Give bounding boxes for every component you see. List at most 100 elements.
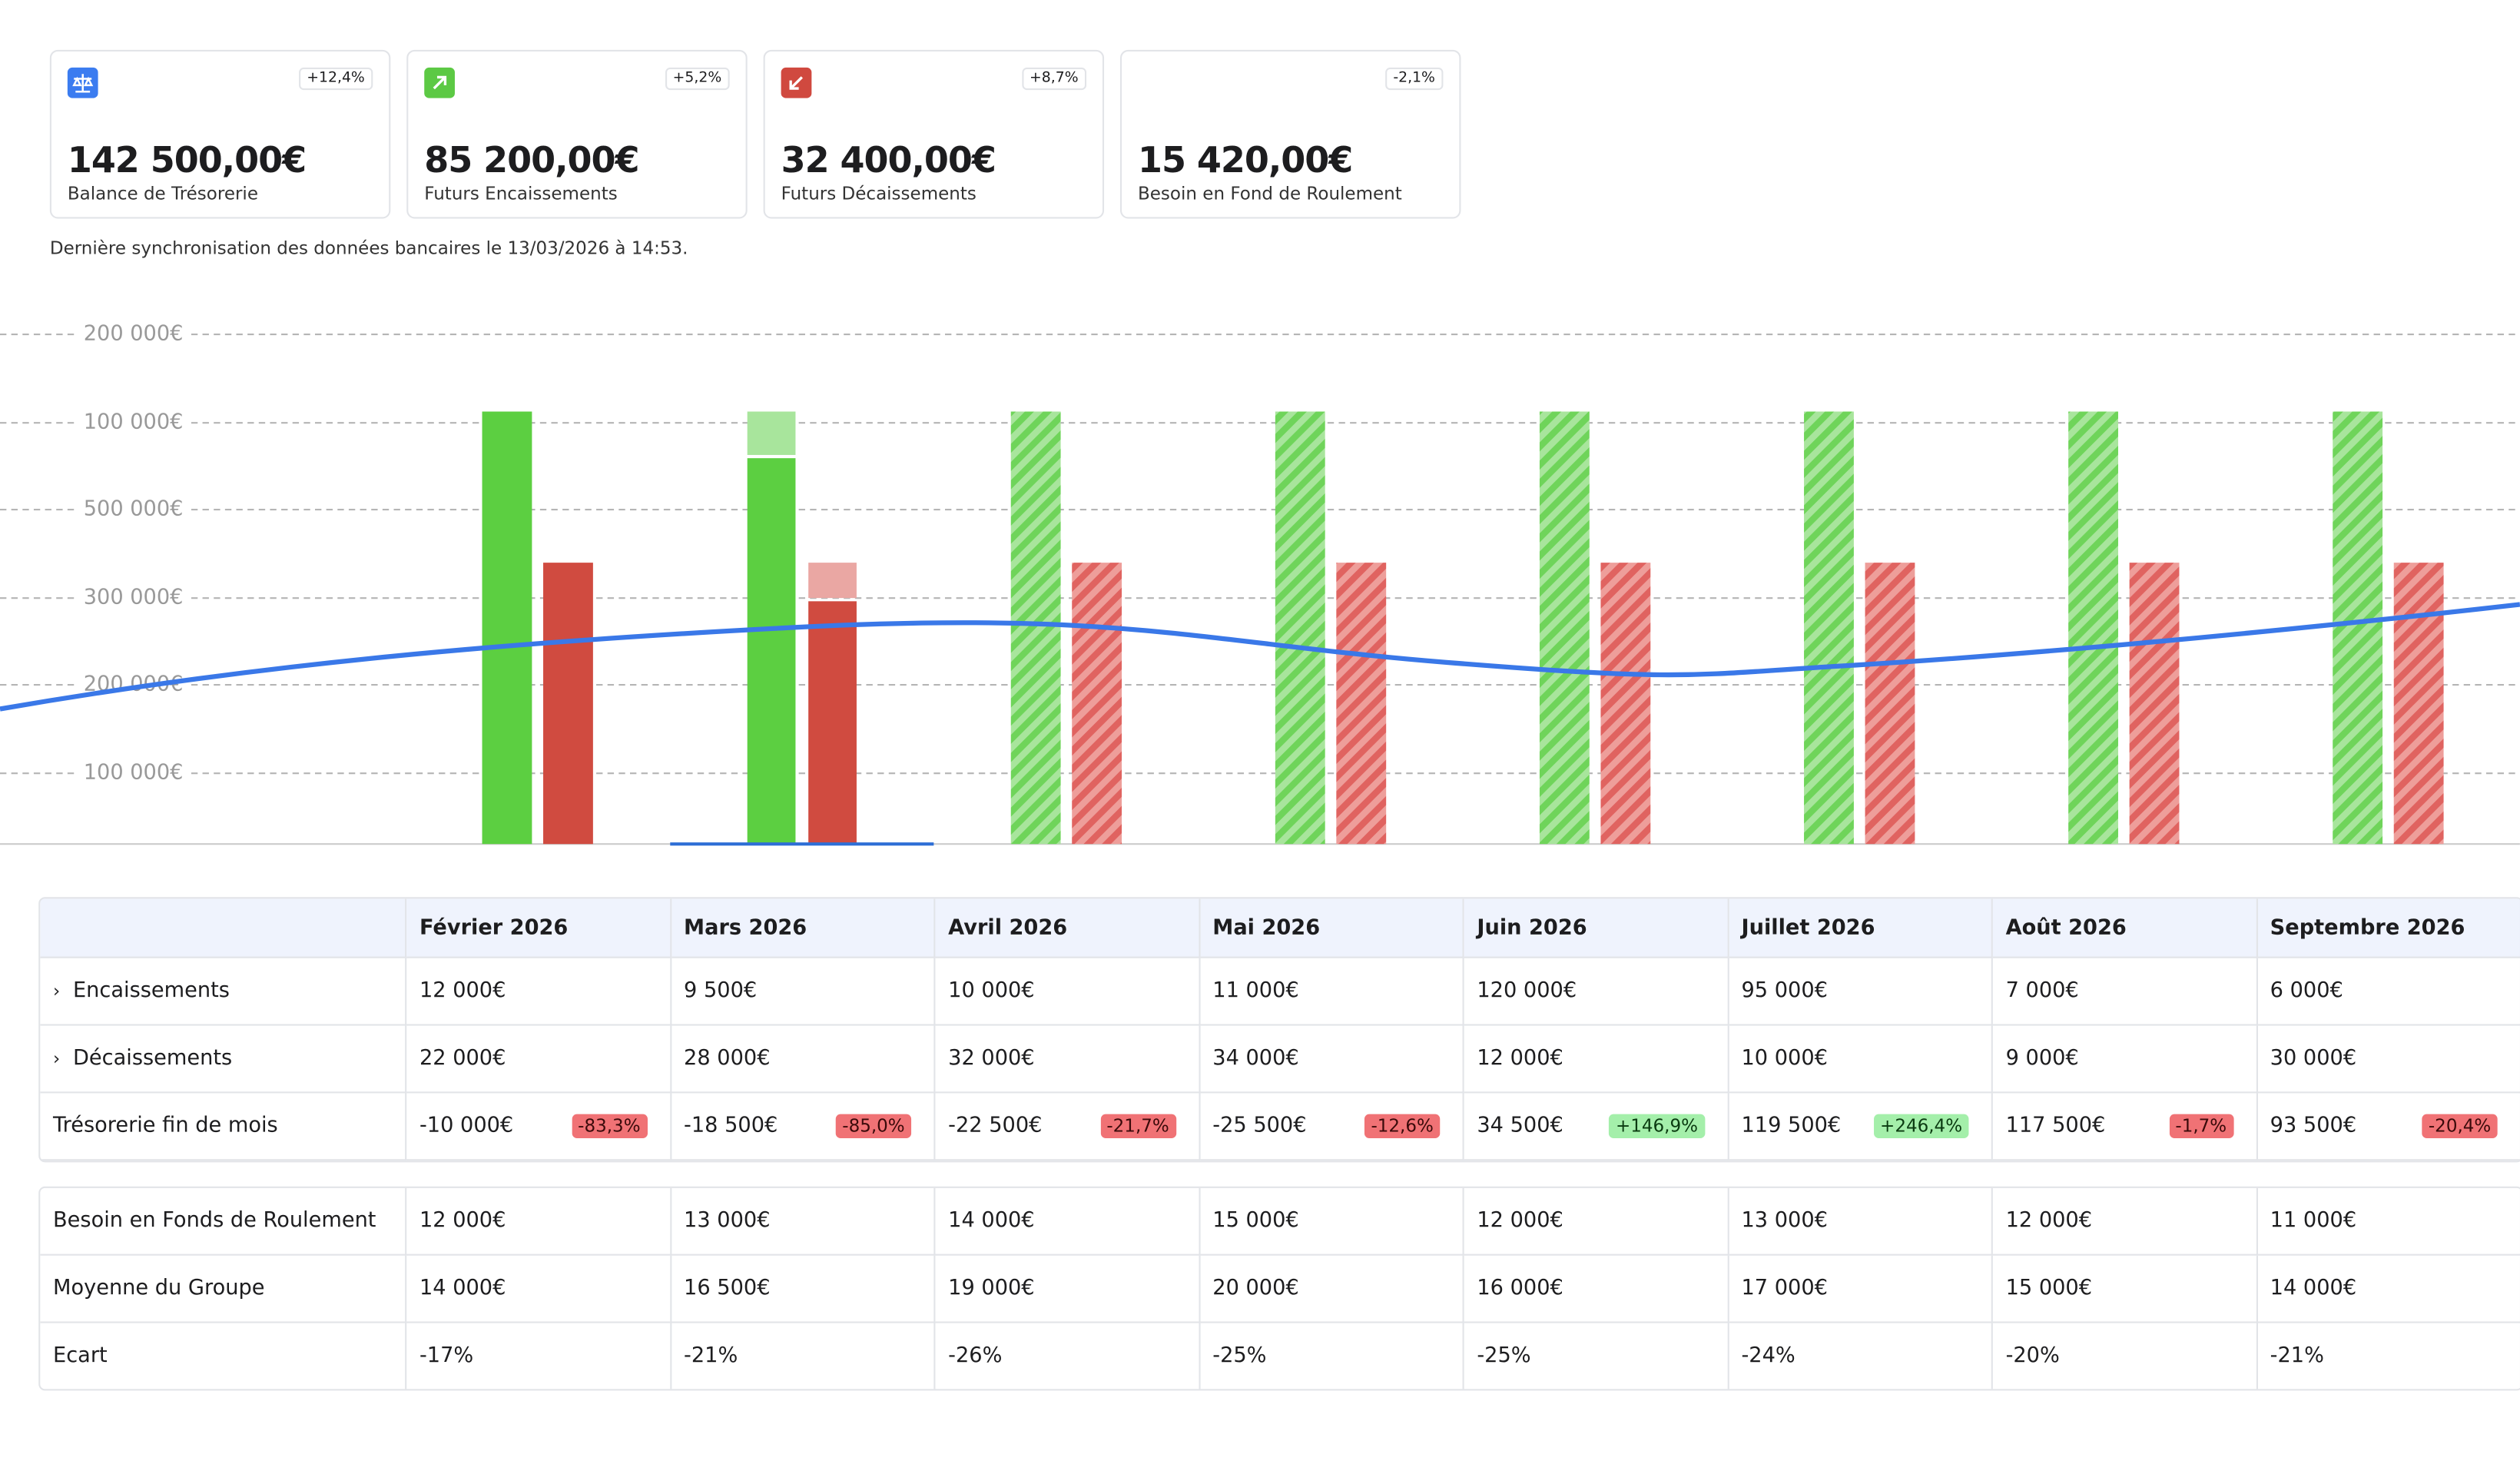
cell-value: 16 500€ — [684, 1276, 771, 1301]
row-label: Besoin en Fonds de Roulement — [53, 1209, 376, 1234]
cell: 119 500€ +246,4% — [1728, 1093, 1993, 1161]
kpi-card: +12,4% 142 500,00€ Balance de Trésorerie — [49, 49, 391, 219]
row-label-cell: › Encaissements — [40, 958, 407, 1026]
cell-value: 9 500€ — [684, 978, 758, 1004]
header-cell: Février 2026 — [406, 898, 671, 958]
cell: -25% — [1464, 1323, 1729, 1390]
cell: 13 000€ — [671, 1187, 936, 1256]
kpi-label: Balance de Trésorerie — [67, 183, 258, 204]
cell-value: -26% — [948, 1343, 1003, 1369]
cell: 10 000€ — [1728, 1025, 1993, 1094]
header-cell — [40, 898, 407, 958]
cell: 6 000€ — [2256, 958, 2520, 1026]
cell: 120 000€ — [1464, 958, 1729, 1026]
cell-value: -25 500€ — [1212, 1114, 1307, 1138]
cell-value: -22 500€ — [948, 1114, 1043, 1138]
cell-value: 12 000€ — [419, 1209, 506, 1234]
header-cell: Mars 2026 — [671, 898, 936, 958]
cell-value: 13 000€ — [684, 1209, 771, 1234]
y-tick-label: 100 000€ — [84, 410, 184, 434]
cell-value: 22 000€ — [419, 1046, 506, 1071]
cell: 34 000€ — [1199, 1025, 1464, 1094]
cell: 14 000€ — [935, 1187, 1200, 1256]
cell: 22 000€ — [406, 1025, 671, 1094]
cell-value: 12 000€ — [419, 978, 506, 1004]
cell-value: -25% — [1477, 1343, 1531, 1369]
cell: 10 000€ — [935, 958, 1200, 1026]
cell: 12 000€ — [406, 958, 671, 1026]
cell-value: 14 000€ — [948, 1209, 1035, 1234]
cell: 15 000€ — [1992, 1255, 2257, 1323]
row-label-cell: Besoin en Fonds de Roulement — [40, 1187, 407, 1256]
bar-forecast — [2333, 411, 2383, 845]
header-cell: Juillet 2026 — [1728, 898, 1993, 958]
label-bg — [78, 760, 188, 785]
kpi-icon — [67, 67, 98, 98]
header-cell: Mai 2026 — [1199, 898, 1464, 958]
cell-value: 117 500€ — [2005, 1114, 2106, 1138]
kpi-icon — [781, 67, 812, 98]
y-tick-label: 300 000€ — [84, 586, 184, 609]
cashflow-table: Février 2026 Mars 2026 Avril 2026 Mai 2026 J… — [38, 897, 2520, 1163]
change-badge: -21,7% — [1100, 1114, 1176, 1138]
bar-forecast — [1275, 411, 1325, 845]
cell: 20 000€ — [1199, 1255, 1464, 1323]
cell-value: -18 500€ — [684, 1114, 778, 1138]
cell-value: 12 000€ — [2005, 1209, 2093, 1234]
cell-value: 120 000€ — [1477, 978, 1577, 1004]
cell: 7 000€ — [1992, 958, 2257, 1026]
y-tick-label: 200 000€ — [84, 322, 184, 346]
cell: 14 000€ — [406, 1255, 671, 1323]
bar-forecast — [1804, 411, 1854, 845]
cell: 11 000€ — [1199, 958, 1464, 1026]
header-cell: Juin 2026 — [1464, 898, 1729, 958]
cell-value: 14 000€ — [2270, 1276, 2357, 1301]
bar-forecast — [1336, 563, 1387, 845]
expand-chevron[interactable]: › — [53, 980, 61, 1002]
cell-value: 6 000€ — [2270, 978, 2343, 1004]
cell: -21% — [671, 1323, 936, 1390]
bar-forecast — [747, 411, 796, 455]
kpi-card: +5,2% 85 200,00€ Futurs Encaissements — [406, 49, 748, 219]
bar-forecast — [2129, 563, 2180, 845]
kpi-change: +5,2% — [665, 67, 730, 91]
bar-forecast — [2393, 563, 2444, 845]
bfr-table: Besoin en Fonds de Roulement 12 000€ 13 00… — [38, 1186, 2520, 1391]
kpi-label: Besoin en Fond de Roulement — [1137, 183, 1402, 204]
cell-value: 10 000€ — [948, 978, 1035, 1004]
bar-forecast — [1539, 411, 1590, 845]
expand-chevron[interactable]: › — [53, 1048, 61, 1070]
header-cell: Avril 2026 — [935, 898, 1200, 958]
kpi-card: +8,7% 32 400,00€ Futurs Décaissements — [763, 49, 1105, 219]
cell: 12 000€ — [1464, 1187, 1729, 1256]
cell: -25% — [1199, 1323, 1464, 1390]
chart: 200 000€100 000€500 000€300 000€200 000€… — [0, 321, 2520, 846]
kpi-label: Futurs Encaissements — [424, 183, 618, 204]
balance-line — [0, 602, 2520, 712]
row-label-cell: Moyenne du Groupe — [40, 1255, 407, 1323]
cell-value: 30 000€ — [2270, 1046, 2357, 1071]
bar-forecast — [1010, 411, 1061, 845]
cell: 14 000€ — [2256, 1256, 2520, 1323]
cell: -25 500€ -12,6% — [1199, 1093, 1464, 1161]
cell-value: 93 500€ — [2270, 1114, 2357, 1138]
cell-value: 16 000€ — [1477, 1276, 1563, 1301]
bar — [808, 601, 857, 845]
change-badge: -12,6% — [1364, 1114, 1441, 1138]
cell: 28 000€ — [671, 1025, 936, 1094]
cell-value: 95 000€ — [1741, 978, 1828, 1004]
cell-value: -17% — [419, 1343, 474, 1369]
cell-value: 13 000€ — [1741, 1209, 1828, 1234]
row-label: Ecart — [53, 1343, 108, 1369]
kpi-value: 15 420,00€ — [1137, 141, 1353, 182]
cell-value: 9 000€ — [2005, 1046, 2079, 1071]
bar-forecast — [1600, 563, 1651, 845]
cell: 12 000€ — [1464, 1025, 1729, 1094]
cell-value: 10 000€ — [1741, 1046, 1828, 1071]
bar — [543, 563, 593, 845]
cell: 17 000€ — [1728, 1255, 1993, 1323]
cell-value: 14 000€ — [419, 1276, 506, 1301]
cell: 11 000€ — [2256, 1188, 2520, 1256]
change-badge: -85,0% — [835, 1114, 912, 1138]
